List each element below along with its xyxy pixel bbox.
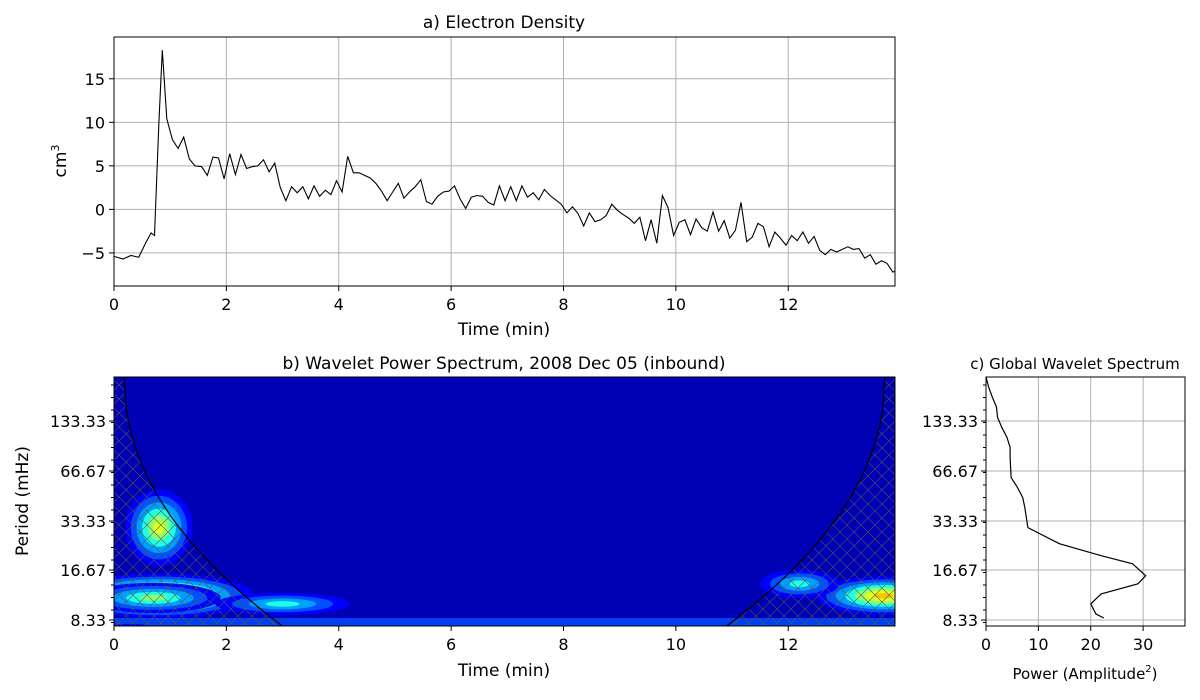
panel-b-x-tick-label: 6 xyxy=(446,635,456,654)
panel-a-x-tick-label: 2 xyxy=(221,295,231,314)
panel-c-y-tick-label: 133.33 xyxy=(922,412,978,431)
panel-b-x-tick-label: 12 xyxy=(778,635,798,654)
panel-a-title: a) Electron Density xyxy=(423,13,585,33)
panel-b-x-tick-label: 2 xyxy=(221,635,231,654)
panel-c-y-tick-label: 8.33 xyxy=(942,611,978,630)
panel-a-y-label: cm3 xyxy=(49,145,71,178)
panel-b-frame xyxy=(113,376,896,627)
global-wavelet-panel: c) Global Wavelet Spectrum 0 10 20 30 133.3… xyxy=(922,355,1186,683)
panel-c-title: c) Global Wavelet Spectrum xyxy=(970,355,1179,373)
panel-b-y-tick-label: 133.33 xyxy=(50,412,106,431)
wavelet-contour-level xyxy=(120,635,142,642)
panel-a-x-tick-label: 4 xyxy=(334,295,344,314)
panel-c-y-tick-label: 16.67 xyxy=(932,561,978,580)
panel-a-y-tick-label: −5 xyxy=(81,244,105,263)
panel-c-x-tick-label: 20 xyxy=(1081,635,1101,654)
global-spectrum-line xyxy=(985,376,1147,619)
wavelet-power-panel: b) Wavelet Power Spectrum, 2008 Dec 05 (… xyxy=(13,354,896,681)
wavelet-contour-level xyxy=(97,628,164,649)
panel-a-x-tick-label: 10 xyxy=(666,295,686,314)
panel-b-y-tick-label: 33.33 xyxy=(60,512,106,531)
panel-b-x-tick-label: 8 xyxy=(558,635,568,654)
panel-c-y-ticks: 133.33 66.67 33.33 16.67 8.33 xyxy=(922,384,986,630)
cone-of-influence-right xyxy=(726,377,895,626)
wavelet-contour-level xyxy=(265,601,300,607)
panel-a-x-tick-label: 0 xyxy=(109,295,119,314)
panel-b-y-tick-label: 66.67 xyxy=(60,462,106,481)
panel-a-grid xyxy=(114,37,895,286)
panel-a-frame xyxy=(113,36,896,287)
panel-c-x-tick-label: 30 xyxy=(1133,635,1153,654)
panel-c-x-tick-label: 10 xyxy=(1028,635,1048,654)
panel-a-y-tick-label: 10 xyxy=(85,113,105,132)
panel-b-x-label: Time (min) xyxy=(457,661,550,681)
panel-a-x-ticks: 0 2 4 6 8 10 12 xyxy=(109,286,798,314)
panel-b-y-ticks: 133.33 66.67 33.33 16.67 8.33 xyxy=(50,384,114,630)
panel-c-x-label: Power (Amplitude2) xyxy=(1012,664,1157,683)
panel-b-y-tick-label: 16.67 xyxy=(60,561,106,580)
panel-c-y-tick-label: 33.33 xyxy=(932,512,978,531)
panel-c-frame xyxy=(985,376,1186,627)
panel-b-x-tick-label: 4 xyxy=(334,635,344,654)
cone-of-influence-right-line xyxy=(725,377,886,626)
panel-a-x-tick-label: 8 xyxy=(558,295,568,314)
panel-b-title: b) Wavelet Power Spectrum, 2008 Dec 05 (… xyxy=(282,354,725,374)
panel-c-x-tick-label: 0 xyxy=(981,635,991,654)
panel-a-y-ticks: −5 0 5 10 15 xyxy=(81,70,114,263)
panel-a-y-tick-label: 5 xyxy=(95,157,105,176)
panel-b-y-tick-label: 8.33 xyxy=(70,611,106,630)
electron-density-line xyxy=(113,50,896,273)
panel-a-y-tick-label: 0 xyxy=(95,200,105,219)
panel-b-x-ticks: 0 2 4 6 8 10 12 xyxy=(109,626,798,654)
electron-density-panel: a) Electron Density 0 2 4 6 8 10 12 −5 0 5 10 15 T… xyxy=(49,13,896,340)
cone-of-influence-left xyxy=(114,377,283,626)
panel-a-x-tick-label: 6 xyxy=(446,295,456,314)
panel-c-y-tick-label: 66.67 xyxy=(932,462,978,481)
cone-of-influence-left-line xyxy=(123,377,284,626)
panel-a-x-label: Time (min) xyxy=(457,320,550,340)
panel-b-x-tick-label: 0 xyxy=(109,635,119,654)
panel-b-x-tick-label: 10 xyxy=(666,635,686,654)
panel-c-x-ticks: 0 10 20 30 xyxy=(981,626,1153,654)
panel-b-y-label: Period (mHz) xyxy=(13,446,33,556)
panel-a-x-tick-label: 12 xyxy=(778,295,798,314)
wavelet-contour-level xyxy=(125,636,136,640)
wavelet-bottom-band xyxy=(114,618,895,626)
panel-c-grid xyxy=(986,377,1185,626)
panel-a-y-tick-label: 15 xyxy=(85,70,105,89)
